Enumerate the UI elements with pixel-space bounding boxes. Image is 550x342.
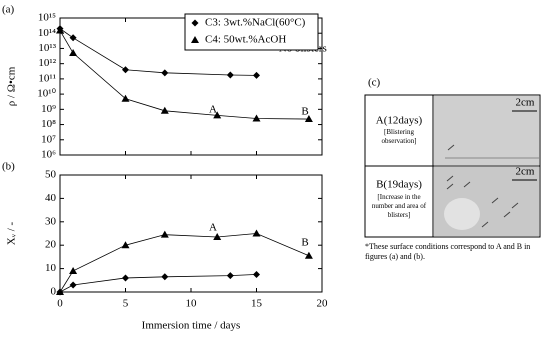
x-axis-label: Immersion time / days (142, 320, 241, 332)
y-tick-label: 10⁹ (41, 103, 56, 115)
series-line (59, 28, 257, 76)
marker (56, 26, 64, 34)
plot-frame (59, 174, 323, 293)
marker (213, 233, 222, 241)
marker (252, 229, 261, 237)
marker (121, 94, 130, 102)
y-tick-label: 10⁶ (41, 149, 56, 161)
x-tick-label: 20 (317, 298, 329, 310)
marker (56, 288, 64, 295)
arrows (446, 144, 519, 228)
marker (122, 274, 129, 282)
y-tick-label: 10¹⁴ (38, 27, 56, 39)
legend-marker (191, 19, 199, 27)
blister (444, 198, 480, 230)
legend-label: C3: 3wt.%NaCl(60°C) (205, 17, 306, 29)
series-line (59, 274, 257, 293)
marker (226, 272, 234, 280)
legend-marker (191, 36, 199, 43)
marker (69, 266, 78, 274)
marker (252, 114, 261, 122)
panel-label: (c) (368, 77, 381, 89)
panel-label: (b) (2, 161, 15, 173)
marker (160, 230, 169, 238)
marker (121, 241, 130, 249)
marker (122, 66, 129, 74)
annotation: A (209, 222, 217, 234)
marker (69, 281, 77, 289)
marker (69, 49, 78, 57)
x-tick-label: 15 (251, 298, 263, 310)
footnote: *These surface conditions correspond to … (365, 242, 531, 261)
marker (161, 273, 169, 281)
y-tick-label: 30 (45, 215, 57, 227)
y-axis-label: Xᵥ / - (6, 221, 18, 245)
y-tick-label: 40 (45, 192, 57, 204)
y-tick-label: 10¹² (38, 57, 56, 69)
row-note-box: [Increase in the number and area of blis… (371, 193, 427, 219)
marker (253, 270, 260, 278)
series-line (59, 233, 310, 293)
scale-label: 2cm (516, 166, 535, 178)
y-tick-label: 10⁸ (41, 118, 56, 130)
x-tick-label: 5 (123, 298, 129, 310)
y-tick-label: 50 (45, 169, 57, 181)
y-axis-label: ρ / Ω•cm (6, 66, 18, 106)
row-title: A(12days) (376, 115, 423, 127)
marker (304, 115, 313, 123)
legend-box (184, 13, 319, 51)
row-note: [Increase in the number and area of blis… (371, 193, 427, 219)
y-tick-label: 10¹⁰ (37, 88, 56, 100)
photo (434, 96, 539, 165)
x-tick-label: 10 (186, 298, 198, 310)
panel-c: (c) 2cm 2cm A(12days) [Blistering observ… (364, 77, 541, 261)
annotation: B (301, 106, 308, 118)
marker (160, 106, 169, 114)
marker (161, 69, 169, 77)
row-note: [Blistering observation] (381, 128, 417, 145)
x-tick-label: 0 (57, 298, 63, 310)
annotation: B (301, 237, 308, 249)
y-tick-label: 10⁷ (41, 133, 56, 145)
y-tick-label: 10¹³ (38, 42, 56, 54)
marker (253, 71, 260, 79)
y-tick-label: 10 (45, 262, 57, 274)
marker (304, 251, 313, 259)
annotation: A (209, 104, 217, 116)
row-title: B(19days) (376, 179, 422, 191)
y-tick-label: 10¹⁵ (38, 12, 56, 24)
y-tick-label: 0 (51, 286, 57, 298)
marker (69, 34, 77, 42)
y-tick-label: 10¹¹ (38, 72, 56, 84)
footnote-box: *These surface conditions correspond to … (365, 242, 531, 261)
legend-label: C4: 50wt.%AcOH (205, 34, 286, 46)
panel-label: (a) (2, 4, 15, 16)
marker (226, 71, 234, 79)
scale-label: 2cm (516, 97, 535, 109)
marker (213, 111, 222, 119)
y-tick-label: 20 (45, 239, 57, 251)
row-note-box: [Blistering observation] (381, 128, 417, 145)
